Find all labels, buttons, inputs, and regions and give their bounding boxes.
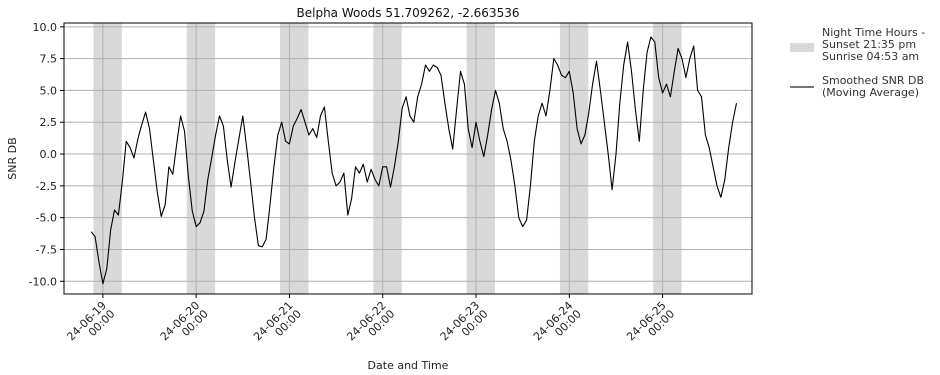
night-band-2 [186,23,216,294]
grid-lines [64,23,752,294]
y-tick-label-9: 10.0 [33,21,58,34]
legend-swatch-night [790,43,814,52]
legend-label-1: Night Time Hours - [822,26,925,39]
y-tick-label-6: 2.5 [40,116,58,129]
night-band-1 [93,23,122,294]
y-axis-label: SNR DB [6,137,19,179]
night-band-4 [373,23,402,294]
legend-label-1: Sunset 21:35 pm [822,38,916,51]
night-band-3 [280,23,309,294]
y-tick-label-4: -2.5 [36,180,57,193]
y-tick-label-7: 5.0 [40,84,58,97]
chart-title: Belpha Woods 51.709262, -2.663536 [297,6,520,20]
y-tick-label-5: 0.0 [40,148,58,161]
y-tick-label-2: -7.5 [36,243,57,256]
legend-label-2: (Moving Average) [822,86,919,99]
y-tick-label-1: -10.0 [29,275,57,288]
y-axis-ticks: -10.0 -7.5 -5.0 -2.5 0.0 2.5 5.0 7.5 10.0 [29,21,64,288]
y-tick-label-3: -5.0 [36,212,57,225]
legend: Night Time Hours -Sunset 21:35 pmSunrise… [790,26,925,99]
legend-label-2: Smoothed SNR DB [822,74,924,87]
night-bands [93,23,682,294]
y-tick-label-8: 7.5 [40,53,58,66]
night-band-5 [466,23,496,294]
legend-label-1: Sunrise 04:53 am [822,50,919,63]
plot-frame [63,22,753,295]
x-axis-label: Date and Time [368,359,449,372]
series-layer [90,36,738,285]
night-band-6 [559,23,589,294]
series-line-1 [90,36,738,285]
